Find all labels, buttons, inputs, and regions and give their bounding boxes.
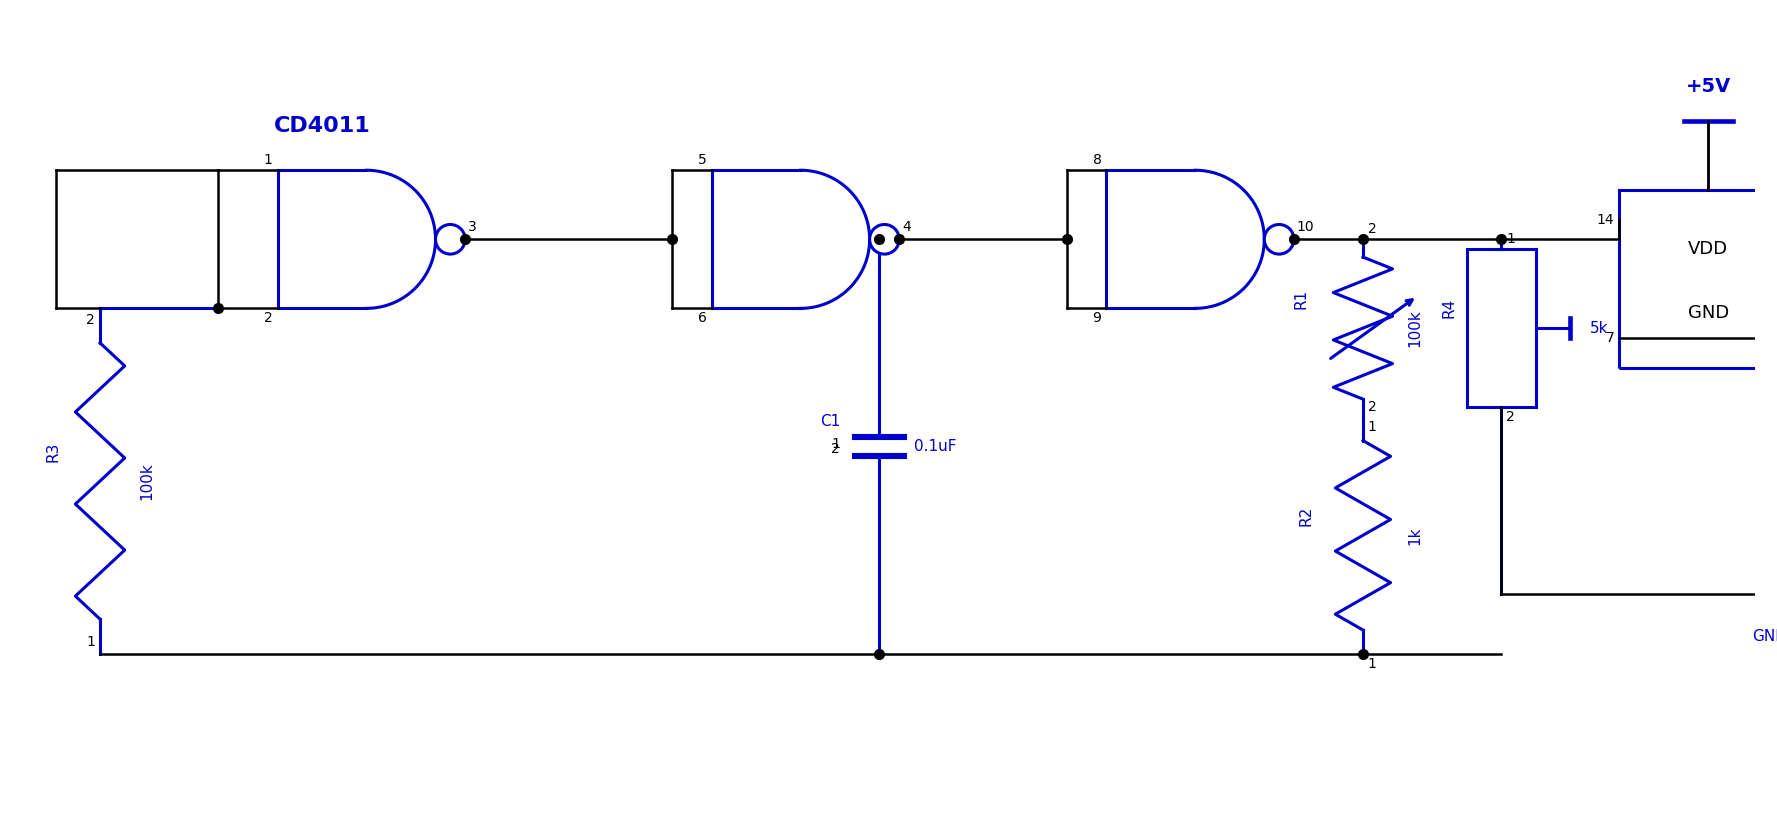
Text: R1: R1 xyxy=(1294,288,1308,309)
Text: 4: 4 xyxy=(903,221,912,234)
Text: 1: 1 xyxy=(263,154,272,167)
Text: 9: 9 xyxy=(1093,311,1102,325)
Text: 100k: 100k xyxy=(140,462,155,500)
Text: GND: GND xyxy=(1752,629,1777,644)
Text: 14: 14 xyxy=(1598,212,1615,226)
Bar xyxy=(1619,190,1777,368)
Text: 5k: 5k xyxy=(1590,320,1608,336)
Text: 1k: 1k xyxy=(1407,526,1422,545)
Text: 1: 1 xyxy=(1507,232,1514,246)
Text: C1: C1 xyxy=(819,414,841,429)
Text: 1: 1 xyxy=(87,635,96,649)
Text: 0.1uF: 0.1uF xyxy=(913,439,956,454)
Text: 7: 7 xyxy=(1606,331,1615,345)
Text: VDD: VDD xyxy=(1688,240,1729,258)
Text: 1: 1 xyxy=(1368,420,1377,434)
Text: R3: R3 xyxy=(46,441,60,462)
Text: 10: 10 xyxy=(1297,221,1315,234)
Text: 2: 2 xyxy=(87,313,96,328)
Text: 6: 6 xyxy=(698,311,707,325)
Text: R4: R4 xyxy=(1441,298,1457,319)
Text: CD4011: CD4011 xyxy=(274,116,370,136)
Text: 1: 1 xyxy=(832,436,841,451)
Text: 2: 2 xyxy=(832,442,841,457)
Text: 100k: 100k xyxy=(1407,309,1422,347)
Circle shape xyxy=(1263,225,1294,254)
Text: 3: 3 xyxy=(467,221,476,234)
Circle shape xyxy=(435,225,466,254)
Text: +5V: +5V xyxy=(1686,78,1731,96)
Text: R2: R2 xyxy=(1299,506,1313,525)
Text: 5: 5 xyxy=(698,154,707,167)
Text: 2: 2 xyxy=(1507,410,1514,424)
Text: 8: 8 xyxy=(1093,154,1102,167)
Circle shape xyxy=(869,225,899,254)
Text: 2: 2 xyxy=(1368,400,1377,414)
Text: 2: 2 xyxy=(265,311,272,325)
Text: GND: GND xyxy=(1688,304,1729,322)
Bar xyxy=(1466,249,1535,407)
Text: 2: 2 xyxy=(1368,222,1377,236)
Text: 1: 1 xyxy=(1368,657,1377,671)
